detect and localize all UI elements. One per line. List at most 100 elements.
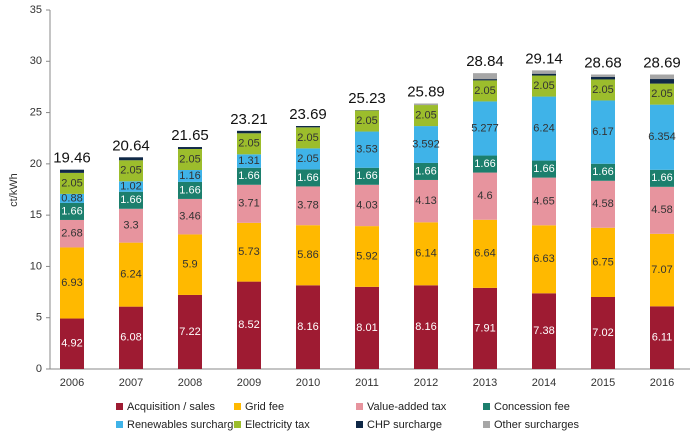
- bar-segment: [178, 181, 202, 199]
- x-tick-label: 2007: [119, 377, 143, 389]
- legend-label: Renewables surcharge: [127, 419, 240, 431]
- bar-segment: [414, 222, 438, 286]
- data-label: 2.05: [120, 165, 141, 177]
- bar-segment: [119, 157, 143, 161]
- data-label: 7.07: [651, 264, 672, 276]
- total-label: 28.68: [584, 54, 622, 71]
- bar-segment: [355, 184, 379, 227]
- total-label: 20.64: [112, 137, 150, 154]
- data-label: 1.16: [179, 170, 200, 182]
- data-label: 5.86: [297, 249, 318, 261]
- data-label: 2.05: [297, 132, 318, 144]
- y-tick-label: 5: [36, 312, 42, 324]
- bar-segment: [414, 105, 438, 127]
- total-label: 29.14: [525, 50, 563, 67]
- bar-segment: [650, 79, 674, 84]
- y-tick-label: 30: [30, 55, 42, 67]
- data-label: 1.66: [179, 184, 200, 196]
- data-label: 3.46: [179, 211, 200, 223]
- bar-segment: [178, 234, 202, 295]
- bar-segment: [119, 242, 143, 307]
- bar-segment: [60, 193, 84, 203]
- bar-segment: [296, 186, 320, 226]
- bar-segment: [355, 286, 379, 369]
- data-label: 2.05: [651, 88, 672, 100]
- data-label: 1.66: [651, 172, 672, 184]
- data-label: 6.93: [61, 277, 82, 289]
- bar-segment: [355, 226, 379, 287]
- total-label: 28.84: [466, 53, 504, 70]
- bar-segment: [473, 172, 497, 220]
- bar-segment: [532, 225, 556, 294]
- data-label: 8.16: [415, 321, 436, 333]
- data-label: 3.592: [412, 138, 440, 150]
- data-label: 1.66: [533, 163, 554, 175]
- bar-segment: [414, 179, 438, 223]
- bar-segment: [473, 155, 497, 173]
- data-label: 6.17: [592, 126, 613, 138]
- data-label: 4.58: [592, 198, 613, 210]
- data-label: 2.05: [61, 177, 82, 189]
- data-label: 3.71: [238, 198, 259, 210]
- bar-segment: [60, 247, 84, 319]
- data-label: 7.38: [533, 325, 554, 337]
- bar-segment: [532, 293, 556, 369]
- legend-label: Electricity tax: [245, 419, 310, 431]
- bar-segment: [296, 225, 320, 286]
- data-label: 2.05: [179, 153, 200, 165]
- data-label: 2.05: [592, 84, 613, 96]
- data-label: 6.63: [533, 253, 554, 265]
- bar-segment: [650, 306, 674, 369]
- bar-segment: [591, 76, 615, 80]
- bar-segment: [60, 202, 84, 220]
- legend-swatch: [234, 403, 241, 410]
- data-label: 5.9: [182, 259, 197, 271]
- bar-segment: [296, 127, 320, 149]
- y-tick-label: 0: [36, 363, 42, 375]
- total-label: 23.21: [230, 111, 268, 128]
- bar-segment: [296, 126, 320, 128]
- data-label: 1.02: [120, 180, 141, 192]
- bar-segment: [237, 167, 261, 185]
- x-tick-label: 2016: [650, 377, 674, 389]
- bar-segment: [532, 177, 556, 226]
- bar-segment: [355, 167, 379, 185]
- data-label: 8.52: [238, 319, 259, 331]
- bar-segment: [532, 70, 556, 74]
- bar-segment: [414, 285, 438, 369]
- bar-segment: [650, 74, 674, 80]
- y-tick-label: 10: [30, 260, 42, 272]
- data-label: 3.53: [356, 144, 377, 156]
- bar-segment: [473, 80, 497, 102]
- bar-segment: [591, 79, 615, 101]
- data-label: 4.6: [477, 190, 492, 202]
- x-tick-label: 2009: [237, 377, 261, 389]
- bar-segment: [119, 181, 143, 192]
- data-label: 0.88: [61, 192, 82, 204]
- data-label: 1.66: [474, 158, 495, 170]
- bar-segment: [178, 147, 202, 149]
- bar-segment: [296, 148, 320, 170]
- bar-segment: [591, 296, 615, 369]
- bar-segment: [178, 170, 202, 182]
- bar-segment: [60, 318, 84, 369]
- bar-segment: [237, 133, 261, 155]
- data-label: 6.24: [120, 269, 141, 281]
- bar-segment: [237, 222, 261, 282]
- total-label: 25.23: [348, 90, 386, 107]
- bar-segment: [119, 306, 143, 369]
- bar-segment: [178, 294, 202, 369]
- data-label: 4.58: [651, 204, 672, 216]
- bar-segment: [119, 191, 143, 209]
- bar-segment: [296, 169, 320, 187]
- bar-segment: [237, 184, 261, 223]
- legend-label: Value-added tax: [367, 401, 447, 413]
- legend-swatch: [356, 403, 363, 410]
- legend-swatch: [116, 421, 123, 428]
- data-label: 1.66: [238, 170, 259, 182]
- data-label: 5.92: [356, 250, 377, 262]
- x-tick-label: 2015: [591, 377, 615, 389]
- legend-swatch: [116, 403, 123, 410]
- bar-segment: [473, 79, 497, 81]
